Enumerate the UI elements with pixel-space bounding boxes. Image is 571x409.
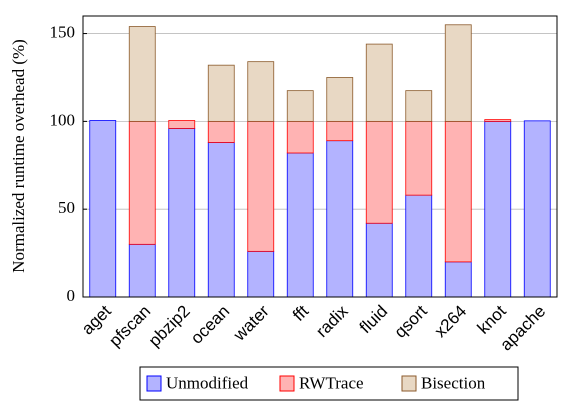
bar-segment <box>207 142 235 298</box>
bar-segment <box>168 127 196 298</box>
bar-segment <box>365 222 393 298</box>
bar-segment <box>247 61 275 122</box>
bar-segment <box>89 120 117 298</box>
legend-label: RWTrace <box>299 373 364 392</box>
y-axis-label: Normalized runtime overhead (%) <box>9 39 28 273</box>
x-tick-label: fft <box>289 301 312 324</box>
x-tick-label: pfscan <box>105 302 154 351</box>
x-tick-label: water <box>229 301 273 345</box>
legend-swatch <box>146 375 162 392</box>
plot-frame <box>82 15 558 298</box>
legend-label: Unmodified <box>166 373 249 392</box>
bar-segment <box>365 120 393 224</box>
x-tick-label: pbzip2 <box>145 302 194 351</box>
bar-segment <box>484 120 512 298</box>
bar-segment <box>365 43 393 122</box>
bar-segment <box>405 90 433 122</box>
bar-segment <box>484 119 512 122</box>
bar-segment <box>523 120 551 298</box>
bar-segment <box>326 140 354 298</box>
bar-segment <box>286 120 314 154</box>
bar-segment <box>444 24 472 122</box>
bar-segment <box>207 120 235 143</box>
bar-segment <box>405 194 433 298</box>
bar-segment <box>326 120 354 142</box>
bar-segment <box>286 152 314 298</box>
bar-segment <box>128 120 156 245</box>
x-tick-label: qsort <box>391 301 431 341</box>
bar-segment <box>405 120 433 196</box>
bar-segment <box>247 120 275 252</box>
bar-segment <box>207 64 235 122</box>
x-tick-label: ocean <box>187 302 233 348</box>
y-tick-label: 50 <box>58 198 75 217</box>
bar-segment <box>326 77 354 122</box>
x-tick-label: x264 <box>431 302 471 342</box>
legend-swatch <box>279 375 295 392</box>
y-tick-label: 100 <box>50 110 76 129</box>
legend-swatch <box>401 375 417 392</box>
legend-label: Bisection <box>421 373 486 392</box>
x-tick-label: radix <box>312 301 352 341</box>
y-tick-label: 150 <box>50 22 76 41</box>
bar-segment <box>247 250 275 298</box>
y-tick-label: 0 <box>67 286 76 305</box>
x-tick-label: apache <box>496 302 549 355</box>
bar-segment <box>128 26 156 122</box>
legend-box <box>139 366 519 401</box>
bar-segment <box>168 120 196 129</box>
bar-segment <box>286 90 314 122</box>
bar-segment <box>128 243 156 298</box>
bar-segment <box>444 120 472 263</box>
x-tick-label: fluid <box>356 302 391 337</box>
bar-segment <box>444 261 472 298</box>
